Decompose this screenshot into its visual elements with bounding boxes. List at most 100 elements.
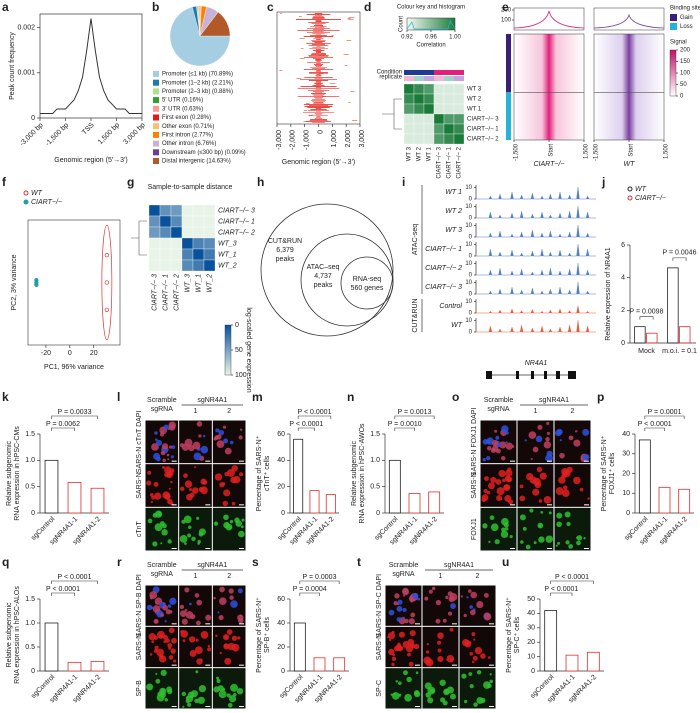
cell-signal xyxy=(473,702,478,707)
y-tick-label: 0.5 xyxy=(370,484,380,491)
cell-signal xyxy=(197,542,200,545)
peak-row xyxy=(297,96,340,97)
bar xyxy=(309,490,320,514)
peak-row xyxy=(308,110,329,111)
peak-row xyxy=(316,39,321,40)
significance-bracket xyxy=(672,257,687,261)
legend-swatch xyxy=(670,23,677,30)
y-tick-label: 1.5 xyxy=(25,596,35,603)
cell-signal xyxy=(151,640,155,644)
cell-signal xyxy=(566,521,571,527)
legend-swatch xyxy=(153,149,159,156)
peak-row xyxy=(303,104,334,105)
cell-signal xyxy=(240,525,244,529)
y-tick-label: 30 xyxy=(622,451,630,458)
peak-row xyxy=(310,119,327,120)
cell-signal xyxy=(183,515,192,524)
cell-signal xyxy=(428,589,433,594)
cell-signal xyxy=(476,670,482,675)
condition-strip xyxy=(414,70,424,75)
cell-signal xyxy=(198,528,206,536)
scale-bar xyxy=(239,548,244,549)
cell-signal xyxy=(449,627,454,632)
cell-signal xyxy=(495,448,501,454)
heatmap-cell xyxy=(413,103,425,115)
cell-signal xyxy=(393,601,398,606)
cell-signal xyxy=(583,537,586,540)
heatmap-cell xyxy=(148,215,161,228)
cell-signal xyxy=(196,421,203,427)
peak-row xyxy=(312,122,325,123)
scale-bar xyxy=(547,460,552,462)
peak-dash xyxy=(321,53,327,54)
scale-bar xyxy=(510,548,515,549)
cell-signal xyxy=(198,434,202,438)
bar xyxy=(667,267,679,344)
cell-signal xyxy=(430,688,435,694)
scale-bar xyxy=(489,706,494,707)
significance-bracket xyxy=(299,592,320,596)
bar xyxy=(658,486,671,514)
peak-row xyxy=(309,48,328,49)
x-tick-label: Start xyxy=(549,144,555,157)
cell-signal xyxy=(161,523,167,529)
venn-set xyxy=(260,203,394,337)
cell-signal xyxy=(468,672,473,676)
cell-signal xyxy=(166,453,170,457)
heatmap-cell xyxy=(203,204,216,217)
legend-label: Promoter (≤1 kb) (70.89%) xyxy=(162,72,233,78)
y-tick-label: 30 xyxy=(527,625,535,632)
peak-row xyxy=(315,114,322,115)
y-tick-label: 6 xyxy=(621,242,625,249)
legend-label: First intron (2.77%) xyxy=(162,132,213,138)
cell-signal xyxy=(149,591,158,599)
row-label: SARS-N xyxy=(376,634,383,660)
column-label: WT 1 xyxy=(427,146,433,161)
peak-dash xyxy=(318,55,325,56)
cell-signal xyxy=(440,697,446,703)
cell-signal xyxy=(474,646,483,655)
scale-bar xyxy=(205,460,211,462)
cell-signal xyxy=(168,445,173,449)
x-tick-label: m.o.i. = 0.1 xyxy=(662,348,697,355)
cell-signal xyxy=(160,450,166,456)
cell-signal xyxy=(184,480,193,488)
legend-swatch xyxy=(153,140,159,147)
scale-bar xyxy=(239,504,244,506)
peak-dash xyxy=(346,40,352,41)
key-title: Colour key and histogram xyxy=(397,5,465,11)
cell-signal xyxy=(152,541,158,547)
cell-signal xyxy=(537,424,543,430)
cell-signal xyxy=(476,600,484,609)
cell-signal xyxy=(396,617,402,622)
significance-bracket xyxy=(51,580,98,584)
row-label: CIART−/− 3 xyxy=(467,117,499,123)
cell-signal xyxy=(488,656,491,659)
key-tick-label: 0.96 xyxy=(425,35,437,41)
cell-signal xyxy=(223,643,230,650)
cell-signal xyxy=(413,643,420,650)
cell-signal xyxy=(427,697,434,704)
cell-signal xyxy=(524,439,527,442)
cell-signal xyxy=(222,500,228,507)
cell-signal xyxy=(162,491,170,499)
cell-signal xyxy=(163,640,167,644)
significance-bracket xyxy=(644,415,685,419)
cell-signal xyxy=(231,465,238,472)
cell-signal xyxy=(405,645,414,653)
cell-signal xyxy=(167,604,172,608)
cell-signal xyxy=(431,586,436,591)
cell-signal xyxy=(442,618,447,623)
cell-signal xyxy=(192,441,201,450)
annotation-label: replicate xyxy=(379,75,402,81)
micrograph xyxy=(554,464,591,507)
cell-signal xyxy=(162,458,166,463)
x-tick-label: -3,000 xyxy=(276,130,283,150)
cell-signal xyxy=(485,439,491,444)
cell-signal xyxy=(239,472,244,477)
legend-swatch xyxy=(153,114,159,121)
micrograph xyxy=(480,507,517,551)
column-header: sgRNA xyxy=(487,406,510,413)
p-value: P < 0.0001 xyxy=(58,574,92,581)
cell-signal xyxy=(188,525,192,529)
